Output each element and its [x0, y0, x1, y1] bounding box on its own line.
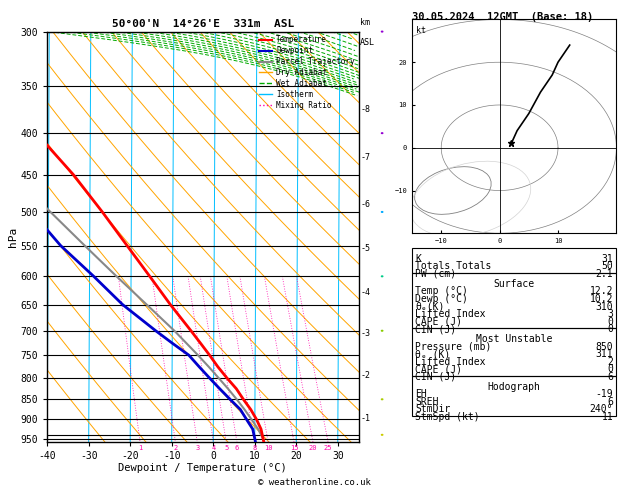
Text: 240°: 240°	[590, 404, 613, 414]
Y-axis label: hPa: hPa	[8, 227, 18, 247]
Legend: Temperature, Dewpoint, Parcel Trajectory, Dry Adiabat, Wet Adiabat, Isotherm, Mi: Temperature, Dewpoint, Parcel Trajectory…	[259, 35, 355, 110]
Text: 30.05.2024  12GMT  (Base: 18): 30.05.2024 12GMT (Base: 18)	[412, 12, 593, 22]
Text: -8: -8	[361, 105, 371, 114]
Text: CIN (J): CIN (J)	[415, 372, 456, 382]
Text: 0: 0	[608, 316, 613, 327]
Text: EH: EH	[415, 389, 427, 399]
Text: 15: 15	[290, 445, 298, 451]
Text: 20: 20	[309, 445, 317, 451]
Text: CAPE (J): CAPE (J)	[415, 364, 462, 374]
Text: 310: 310	[596, 301, 613, 312]
Text: 850: 850	[596, 342, 613, 351]
Text: CAPE (J): CAPE (J)	[415, 316, 462, 327]
Text: 10: 10	[264, 445, 272, 451]
Text: -4: -4	[361, 288, 371, 297]
Text: 3: 3	[608, 309, 613, 319]
Text: 10.2: 10.2	[590, 294, 613, 304]
Text: -7: -7	[361, 154, 371, 162]
Text: -19: -19	[596, 389, 613, 399]
Text: 311: 311	[596, 349, 613, 359]
Text: 11: 11	[601, 412, 613, 422]
Text: SREH: SREH	[415, 397, 438, 407]
Text: 0: 0	[608, 364, 613, 374]
Text: Hodograph: Hodograph	[487, 382, 541, 392]
Text: PW (cm): PW (cm)	[415, 269, 456, 279]
Text: StmDir: StmDir	[415, 404, 450, 414]
Text: Lifted Index: Lifted Index	[415, 309, 486, 319]
Text: 25: 25	[324, 445, 332, 451]
Text: 6: 6	[608, 397, 613, 407]
Text: -3: -3	[361, 329, 371, 338]
Text: -2: -2	[361, 371, 371, 380]
Text: ASL: ASL	[360, 38, 375, 47]
Text: Temp (°C): Temp (°C)	[415, 286, 468, 296]
Text: -5: -5	[361, 243, 371, 253]
Text: 2.1: 2.1	[596, 269, 613, 279]
Text: Lifted Index: Lifted Index	[415, 357, 486, 366]
Text: 6: 6	[235, 445, 239, 451]
Text: K: K	[415, 254, 421, 264]
Text: -1: -1	[361, 414, 371, 423]
Text: Most Unstable: Most Unstable	[476, 334, 552, 344]
Text: Pressure (mb): Pressure (mb)	[415, 342, 491, 351]
Text: 6: 6	[608, 372, 613, 382]
Text: Totals Totals: Totals Totals	[415, 261, 491, 271]
Text: -6: -6	[361, 200, 371, 208]
X-axis label: Dewpoint / Temperature (°C): Dewpoint / Temperature (°C)	[118, 463, 287, 473]
Text: 4: 4	[211, 445, 216, 451]
Text: 3: 3	[195, 445, 199, 451]
Text: Dewp (°C): Dewp (°C)	[415, 294, 468, 304]
Title: 50°00'N  14°26'E  331m  ASL: 50°00'N 14°26'E 331m ASL	[112, 19, 294, 30]
Text: CIN (J): CIN (J)	[415, 324, 456, 334]
Text: 2: 2	[608, 357, 613, 366]
Text: 5: 5	[224, 445, 228, 451]
Text: 50: 50	[601, 261, 613, 271]
Text: Surface: Surface	[494, 279, 535, 289]
Text: θₑ(K): θₑ(K)	[415, 301, 445, 312]
Text: 12.2: 12.2	[590, 286, 613, 296]
Text: 1: 1	[138, 445, 142, 451]
Text: 2: 2	[174, 445, 177, 451]
Text: 8: 8	[252, 445, 257, 451]
Text: kt: kt	[416, 26, 426, 35]
Text: θₑ (K): θₑ (K)	[415, 349, 450, 359]
Text: © weatheronline.co.uk: © weatheronline.co.uk	[258, 478, 371, 486]
Text: 0: 0	[608, 324, 613, 334]
Text: 31: 31	[601, 254, 613, 264]
Text: StmSpd (kt): StmSpd (kt)	[415, 412, 480, 422]
Text: km: km	[360, 18, 370, 28]
